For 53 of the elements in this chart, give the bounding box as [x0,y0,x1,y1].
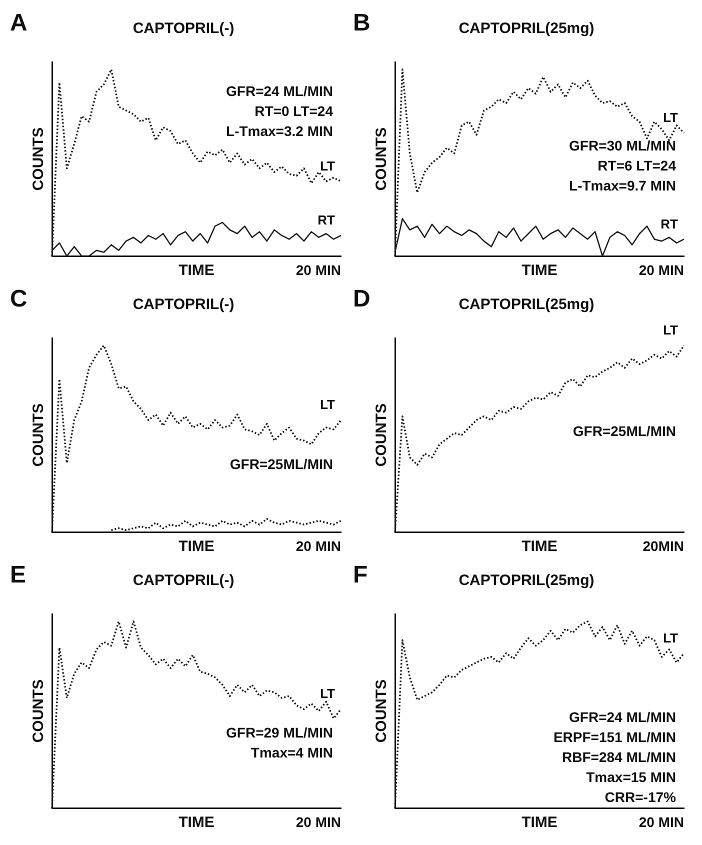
x-axis-title: TIME [522,814,558,832]
text: F [353,562,368,589]
annotation: L-Tmax=3.2 MIN [226,123,333,140]
y-axis-title: COUNTS [30,127,48,191]
text: C [10,286,28,313]
annotation: GFR=25ML/MIN [230,456,333,472]
annotation: GFR=25ML/MIN [572,423,676,440]
series-label: LT [663,322,678,338]
text: A [10,10,28,37]
text: D [353,286,370,313]
y-axis-title: COUNTS [30,679,48,743]
text: 20 MIN [638,262,684,278]
annotation: CRR=-17% [604,788,677,805]
series-label: RT [318,212,336,228]
y-axis-title: COUNTS [373,679,390,743]
annotation: Tmax=4 MIN [250,744,333,760]
y-axis-title: COUNTS [30,403,48,467]
chart-title: CAPTOPRIL(25mg) [458,572,594,590]
annotation: RBF=284 ML/MIN [562,748,676,765]
annotation: GFR=24 ML/MIN [226,83,333,100]
annotation: RT=6 LT=24 [598,157,676,174]
series-label: LT [663,630,678,646]
text: 20 MIN [638,814,684,830]
text: 20MIN [642,538,684,554]
text: B [353,10,370,37]
x-axis-title: TIME [522,538,558,556]
x-axis-title: TIME [178,814,214,832]
annotation: GFR=29 ML/MIN [226,724,333,740]
series-label: LT [320,158,336,174]
x-axis-title: TIME [178,538,214,556]
chart-title: CAPTOPRIL(-) [132,20,234,38]
y-axis-title: COUNTS [373,127,390,191]
series-label: LT [320,686,336,702]
text: 20 MIN [296,262,341,278]
chart-title: CAPTOPRIL(-) [132,572,234,590]
text: E [10,562,26,589]
annotation: GFR=24 ML/MIN [569,708,676,725]
annotation: GFR=30 ML/MIN [569,137,676,154]
annotation: Tmax=15 MIN [586,768,676,785]
text: 20 MIN [296,538,341,554]
y-axis-title: COUNTS [373,403,390,467]
chart-title: CAPTOPRIL(25mg) [458,20,594,38]
chart-title: CAPTOPRIL(25mg) [458,296,594,314]
x-axis-title: TIME [522,262,558,280]
series-label: RT [660,216,678,232]
chart-title: CAPTOPRIL(-) [132,296,234,314]
series-label: LT [320,397,336,412]
text: 20 MIN [296,814,341,830]
annotation: L-Tmax=9.7 MIN [569,177,676,194]
series-label: LT [663,110,678,125]
annotation: ERPF=151 ML/MIN [553,728,676,745]
annotation: RT=0 LT=24 [254,103,334,120]
x-axis-title: TIME [178,262,214,280]
